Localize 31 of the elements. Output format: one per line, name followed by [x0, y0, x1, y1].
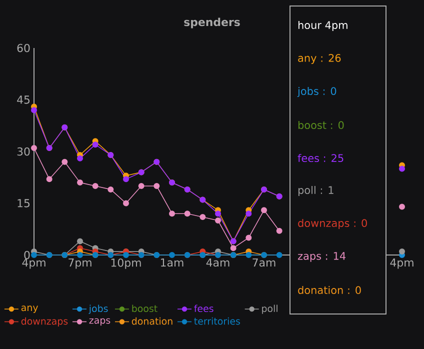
annotation: poll : 1 [298, 186, 334, 196]
legend-label: poll [262, 304, 278, 314]
x-tick-label: 7am [252, 258, 276, 267]
text: hour 4pm [298, 20, 348, 32]
text: donation : 0 [298, 286, 361, 294]
annotation: boost : 0 [298, 120, 344, 130]
y-tick-label: 15 [18, 199, 30, 208]
legend-label: fees [194, 304, 214, 312]
x-tick-label: 10pm [111, 258, 141, 269]
legend-label: downzaps [21, 317, 68, 327]
y-tick-label: 60 [17, 44, 30, 52]
x-tick-label: 7pm [68, 258, 92, 269]
x-tick-label: 4pm [22, 258, 46, 269]
annotation: jobs : 0 [297, 86, 336, 98]
x-tick-label: 4am [206, 258, 230, 267]
legend-label: jobs [88, 304, 108, 314]
y-tick-label: 45 [17, 96, 30, 104]
legend-label: territories [194, 317, 240, 325]
x-tick-label: 4pm [390, 258, 414, 269]
annotation: downzaps : 0 [298, 218, 367, 230]
y-tick-label: 30 [17, 147, 30, 156]
x-tick-label: 1am [161, 258, 184, 267]
annotation: zaps : 14 [298, 252, 346, 262]
legend-label: boost [132, 304, 158, 312]
annotation: any : 26 [298, 54, 341, 64]
legend-label: zaps [89, 318, 110, 326]
legend-label: any [21, 306, 38, 313]
y-tick-label: 0 [24, 250, 30, 260]
annotation: fees : 25 [298, 154, 344, 162]
chart-title: spenders [184, 18, 240, 28]
legend-label: donation [132, 317, 172, 325]
